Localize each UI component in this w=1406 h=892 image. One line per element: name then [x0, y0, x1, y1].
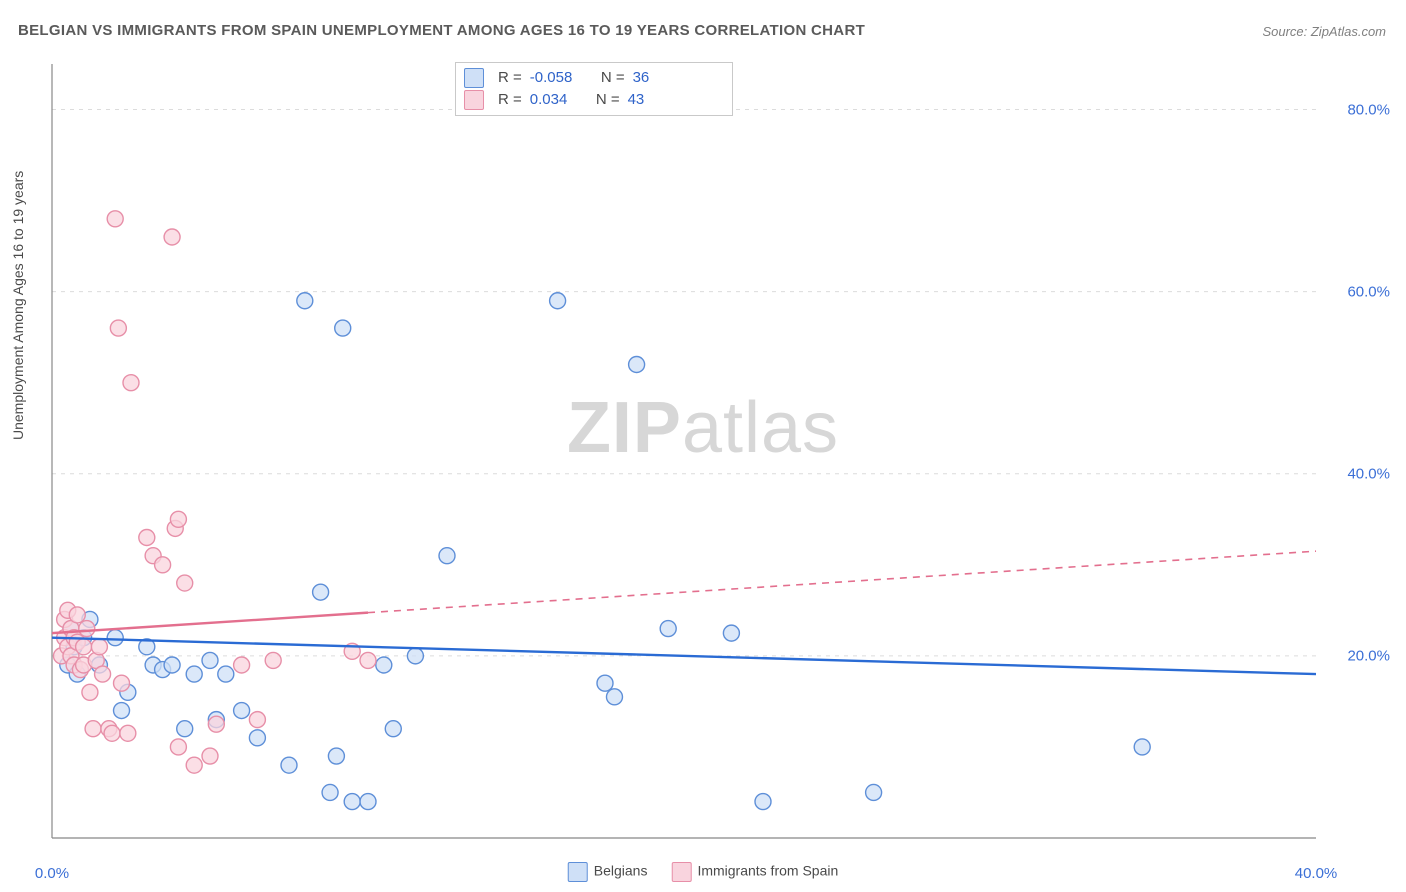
y-tick-label: 20.0%: [1347, 647, 1390, 664]
y-tick-label: 60.0%: [1347, 283, 1390, 300]
y-tick-label: 80.0%: [1347, 101, 1390, 118]
stats-swatch: [464, 68, 484, 88]
source-label: Source: ZipAtlas.com: [1262, 24, 1386, 39]
y-axis-label: Unemployment Among Ages 16 to 19 years: [10, 171, 26, 440]
legend-label: Belgians: [594, 863, 648, 879]
chart-title: BELGIAN VS IMMIGRANTS FROM SPAIN UNEMPLO…: [18, 22, 865, 39]
scatter-plot: [46, 58, 1386, 844]
legend-item: Belgians: [568, 862, 648, 882]
stats-row: R = -0.058 N = 36: [464, 67, 724, 89]
legend-swatch: [671, 862, 691, 882]
stats-swatch: [464, 90, 484, 110]
bottom-legend: Belgians Immigrants from Spain: [568, 862, 839, 882]
legend-swatch: [568, 862, 588, 882]
stats-row: R = 0.034 N = 43: [464, 89, 724, 111]
legend-label: Immigrants from Spain: [697, 863, 838, 879]
x-tick-label: 0.0%: [35, 865, 69, 882]
chart-container: BELGIAN VS IMMIGRANTS FROM SPAIN UNEMPLO…: [0, 0, 1406, 892]
legend-item: Immigrants from Spain: [671, 862, 838, 882]
x-tick-label: 40.0%: [1295, 865, 1338, 882]
stats-legend-box: R = -0.058 N = 36R = 0.034 N = 43: [455, 62, 733, 116]
y-tick-label: 40.0%: [1347, 465, 1390, 482]
